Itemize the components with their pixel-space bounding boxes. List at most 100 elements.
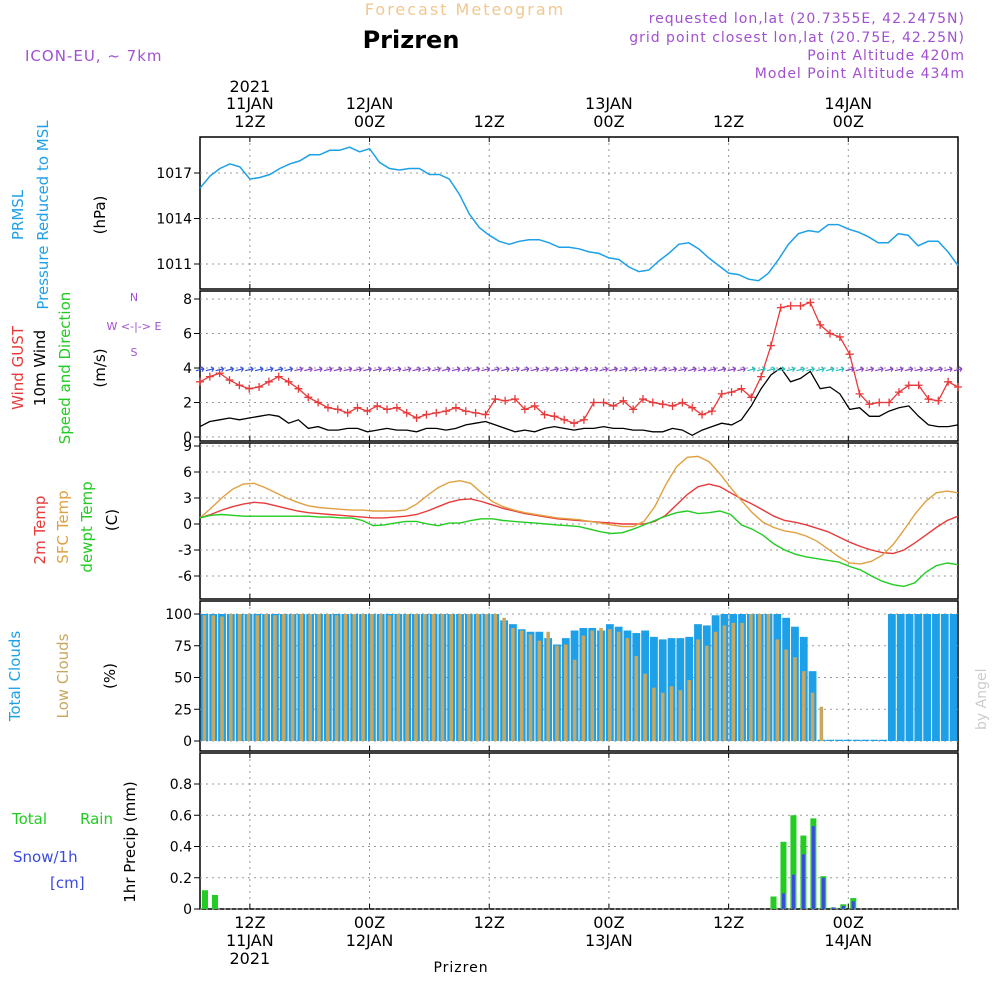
gust-marker [816, 320, 825, 329]
wind-direction-arrow [501, 366, 510, 373]
watermark-title: Forecast Meteogram [365, 0, 565, 19]
low-cloud-bar [819, 706, 824, 741]
gust-marker [747, 393, 756, 402]
low-cloud-bar [766, 614, 771, 741]
precip-label-cm: [cm] [50, 874, 85, 892]
requested-coords: requested lon,lat (20.7355E, 42.2475N) [649, 11, 965, 27]
gust-marker [855, 389, 864, 398]
wind-direction-arrow [816, 366, 825, 373]
y-tick-label: 0.6 [170, 808, 192, 824]
low-cloud-bar [528, 634, 533, 741]
grid-point-coords: grid point closest lon,lat (20.75E, 42.2… [629, 30, 965, 46]
compass-west-east: W <-|-> E [107, 320, 162, 333]
compass-south: S [131, 346, 138, 359]
low-cloud-bar [696, 639, 700, 741]
low-cloud-bar [281, 614, 286, 741]
model-label: ICON-EU, ~ 7km [25, 47, 163, 65]
rain-bar [780, 841, 787, 909]
low-cloud-bar [801, 671, 806, 741]
point-altitude: Point Altitude 420m [807, 48, 965, 64]
gust-marker [757, 372, 766, 381]
gust-marker [934, 396, 943, 405]
low-cloud-bar [705, 645, 709, 741]
total-cloud-bar [896, 614, 905, 741]
gust-marker [826, 329, 835, 338]
temp-label-2m: 2m Temp [31, 496, 49, 565]
y-tick-label: 2 [183, 396, 192, 412]
wind-direction-arrow [540, 366, 550, 373]
low-cloud-bar [308, 614, 312, 741]
wind-direction-arrow [205, 366, 215, 373]
total-cloud-bar [676, 638, 685, 741]
pressure-label-1: PRMSL [9, 189, 27, 240]
total-cloud-bar [879, 739, 887, 741]
gust-marker [451, 403, 460, 412]
rain-bar [211, 894, 218, 909]
wind-direction-arrow [195, 366, 205, 373]
wind-direction-arrow [491, 366, 500, 373]
wind-direction-arrow [412, 366, 422, 373]
gust-marker [678, 398, 687, 407]
low-cloud-bar [352, 614, 357, 741]
gust-marker [540, 410, 549, 419]
total-cloud-bar [835, 739, 843, 741]
low-cloud-bar [255, 615, 260, 741]
wind-direction-arrow [766, 366, 776, 373]
wind-label-dir: Speed and Direction [56, 292, 74, 445]
wind-direction-arrow [648, 366, 658, 373]
wind-direction-arrow [353, 366, 363, 373]
low-cloud-bar [414, 614, 418, 741]
y-tick-label: 75 [174, 639, 192, 655]
gust-marker [835, 332, 844, 341]
precip-label-rain: Rain [80, 810, 113, 828]
snow-bar [851, 901, 855, 909]
total-cloud-bar [914, 614, 923, 741]
panel-frame-precip [199, 752, 959, 910]
gust-marker [333, 405, 342, 414]
y-tick-label: 50 [174, 671, 192, 687]
gust-marker [255, 382, 264, 391]
low-cloud-bar [678, 690, 683, 741]
gust-marker [589, 398, 598, 407]
y-tick-label: 1017 [156, 166, 192, 182]
wind-direction-arrow [432, 366, 441, 373]
low-cloud-bar [749, 614, 753, 741]
wind-direction-arrow [668, 366, 678, 373]
wind-direction-arrow [855, 366, 865, 373]
gust-marker [737, 384, 746, 393]
pressure-label-2: Pressure Reduced to MSL [34, 120, 52, 310]
gust-marker [481, 410, 490, 419]
low-cloud-bar [652, 687, 656, 741]
low-cloud-bar [440, 614, 445, 741]
location-title: Prizren [363, 26, 460, 54]
gust-marker [698, 410, 707, 419]
wind-direction-arrow [756, 366, 766, 373]
wind-direction-arrow [717, 366, 727, 373]
low-cloud-bar [625, 638, 630, 741]
total-cloud-bar [905, 614, 914, 741]
wind-direction-arrow [904, 366, 914, 373]
gust-marker [865, 400, 874, 409]
low-cloud-bar [422, 614, 427, 741]
gust-marker [885, 398, 894, 407]
wind-unit: (m/s) [91, 348, 109, 387]
temp-line-1 [199, 455, 959, 565]
low-cloud-bar [493, 614, 498, 741]
wind-direction-arrow [481, 366, 490, 373]
low-cloud-bar [502, 617, 506, 741]
precip-label-total: Total [11, 810, 47, 828]
wind-direction-arrow [776, 366, 786, 373]
wind-direction-arrow [599, 366, 609, 373]
low-cloud-bar [687, 680, 691, 741]
gust-marker [383, 405, 392, 414]
model-altitude: Model Point Altitude 434m [755, 66, 965, 82]
low-cloud-bar [449, 614, 453, 741]
y-tick-label: 6 [183, 327, 192, 343]
gust-marker [875, 398, 884, 407]
gust-marker [688, 403, 697, 412]
gust-marker [944, 377, 953, 386]
low-cloud-bar [599, 627, 603, 741]
y-tick-label: 0.4 [170, 840, 192, 856]
bottom-time-label: 00Z [833, 913, 864, 932]
top-day-label: 13JAN [585, 94, 633, 113]
